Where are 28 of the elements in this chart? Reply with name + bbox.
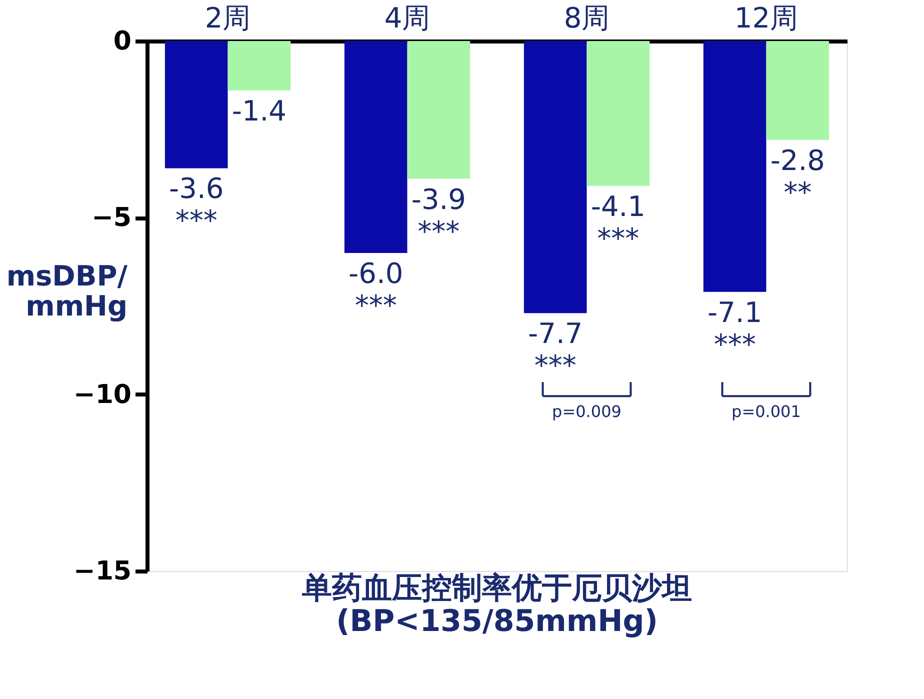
data-label: -3.9 xyxy=(411,182,466,216)
x-tick-label: 12周 xyxy=(734,2,798,34)
data-label: -3.6 xyxy=(169,172,224,206)
x-tick-label: 2周 xyxy=(204,2,251,34)
data-label: -7.7 xyxy=(528,317,583,350)
annotation: *** xyxy=(175,204,218,238)
x-tick-label: 4周 xyxy=(384,2,430,34)
y-axis-title: msDBP/ mmHg xyxy=(6,260,128,322)
x-tick-label: 8周 xyxy=(564,2,610,34)
y-tick-label: −10 xyxy=(74,380,132,410)
annotation: ** xyxy=(784,176,812,209)
y-tick-label: −15 xyxy=(74,556,132,586)
text: 单药血压控制率优于厄贝沙坦 xyxy=(301,571,692,606)
annotation: *** xyxy=(534,349,576,382)
y-tick-label: 0 xyxy=(113,26,132,56)
data-label: -2.8 xyxy=(770,144,825,177)
text: (BP<135/85mmHg) xyxy=(336,604,658,639)
annotation: *** xyxy=(418,214,460,248)
data-label: -7.1 xyxy=(708,296,762,329)
data-label: -4.1 xyxy=(590,190,646,223)
annotation: *** xyxy=(354,289,397,322)
annotation: p=0.001 xyxy=(732,402,801,422)
data-label: -6.0 xyxy=(348,257,404,290)
y-tick-label: −5 xyxy=(92,203,132,234)
annotation: p=0.009 xyxy=(552,402,622,422)
annotation: *** xyxy=(597,222,640,255)
annotation: *** xyxy=(714,328,756,361)
data-label: -1.4 xyxy=(232,94,286,128)
